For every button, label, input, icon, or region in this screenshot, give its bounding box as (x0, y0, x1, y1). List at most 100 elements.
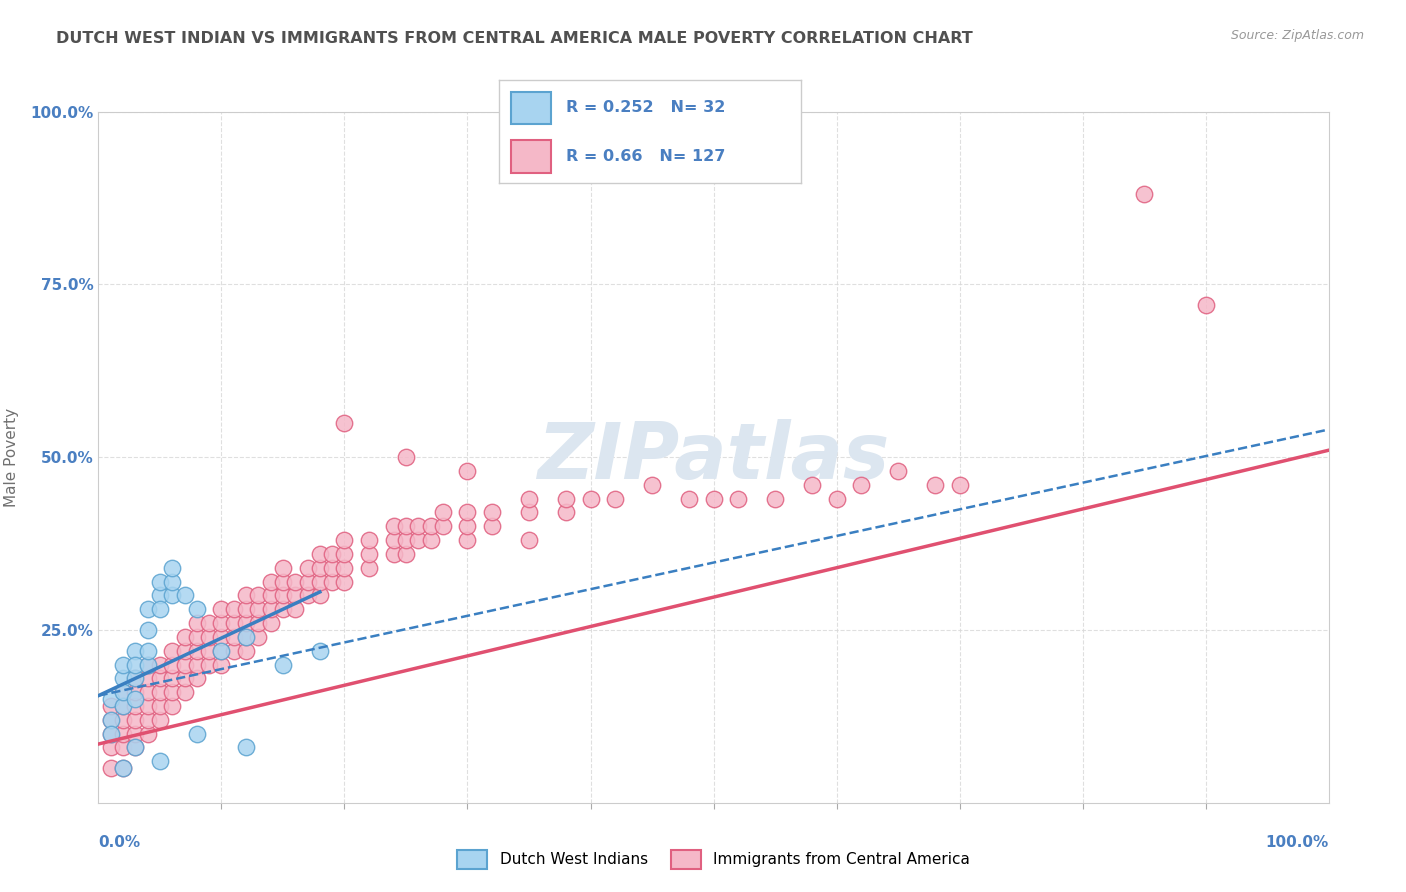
Point (149, 685, 172, 699)
Point (271, 574, 294, 589)
Point (260, 602, 283, 616)
Point (321, 561, 343, 575)
Point (359, 547, 381, 561)
Point (419, 533, 441, 548)
Point (211, 657, 233, 672)
Point (149, 574, 172, 589)
Point (124, 685, 146, 699)
Point (162, 561, 183, 575)
Point (247, 602, 270, 616)
Point (395, 547, 418, 561)
Point (235, 589, 257, 603)
Point (211, 615, 233, 630)
Point (149, 699, 172, 714)
Point (136, 699, 159, 714)
Point (359, 533, 381, 548)
Point (271, 561, 294, 575)
Point (173, 644, 195, 658)
Point (149, 589, 172, 603)
Point (284, 574, 307, 589)
Point (186, 726, 208, 740)
Point (419, 519, 441, 533)
Point (333, 561, 356, 575)
Point (235, 644, 257, 658)
Text: ZIPatlas: ZIPatlas (537, 419, 890, 495)
Point (260, 615, 283, 630)
Point (456, 464, 478, 478)
Point (333, 574, 356, 589)
Point (260, 574, 283, 589)
Text: 100.0%: 100.0% (1265, 836, 1329, 850)
Point (727, 491, 749, 506)
Point (763, 491, 786, 506)
Point (211, 644, 233, 658)
Y-axis label: Male Poverty: Male Poverty (4, 408, 20, 507)
Point (321, 547, 343, 561)
Point (124, 671, 146, 685)
Point (198, 630, 221, 644)
Point (112, 699, 135, 714)
Point (235, 630, 257, 644)
Point (136, 644, 159, 658)
Point (297, 589, 319, 603)
Point (333, 547, 356, 561)
Point (100, 713, 122, 727)
Point (100, 699, 122, 714)
Point (149, 657, 172, 672)
Point (605, 491, 627, 506)
Point (198, 644, 221, 658)
Point (173, 685, 195, 699)
Legend: Dutch West Indians, Immigrants from Central America: Dutch West Indians, Immigrants from Cent… (451, 844, 976, 875)
Point (186, 615, 208, 630)
Point (235, 602, 257, 616)
Point (100, 740, 122, 755)
Point (924, 478, 946, 492)
Point (222, 644, 245, 658)
Point (124, 657, 146, 672)
Point (162, 574, 183, 589)
Point (222, 602, 245, 616)
Point (112, 761, 135, 775)
Point (186, 671, 208, 685)
Text: R = 0.252   N= 32: R = 0.252 N= 32 (565, 101, 725, 115)
Point (112, 671, 135, 685)
Point (186, 657, 208, 672)
Point (100, 726, 122, 740)
Point (124, 692, 146, 706)
Point (395, 533, 418, 548)
Point (124, 671, 146, 685)
Point (136, 657, 159, 672)
Point (408, 533, 430, 548)
Point (247, 630, 270, 644)
Point (801, 478, 824, 492)
Point (136, 685, 159, 699)
Point (173, 630, 195, 644)
Point (481, 505, 503, 519)
Point (456, 519, 478, 533)
Point (382, 547, 405, 561)
Point (112, 713, 135, 727)
Point (149, 755, 172, 769)
Point (456, 533, 478, 548)
Point (247, 615, 270, 630)
Point (198, 615, 221, 630)
Point (703, 491, 725, 506)
Point (162, 699, 183, 714)
Point (100, 761, 122, 775)
Point (271, 589, 294, 603)
Point (186, 630, 208, 644)
Point (173, 657, 195, 672)
Point (382, 519, 405, 533)
Point (162, 685, 183, 699)
Point (136, 602, 159, 616)
Point (162, 644, 183, 658)
Point (554, 505, 576, 519)
Point (211, 644, 233, 658)
Point (271, 657, 294, 672)
Point (678, 491, 700, 506)
Point (222, 630, 245, 644)
Point (271, 602, 294, 616)
Point (112, 685, 135, 699)
FancyBboxPatch shape (512, 140, 551, 173)
Point (186, 602, 208, 616)
